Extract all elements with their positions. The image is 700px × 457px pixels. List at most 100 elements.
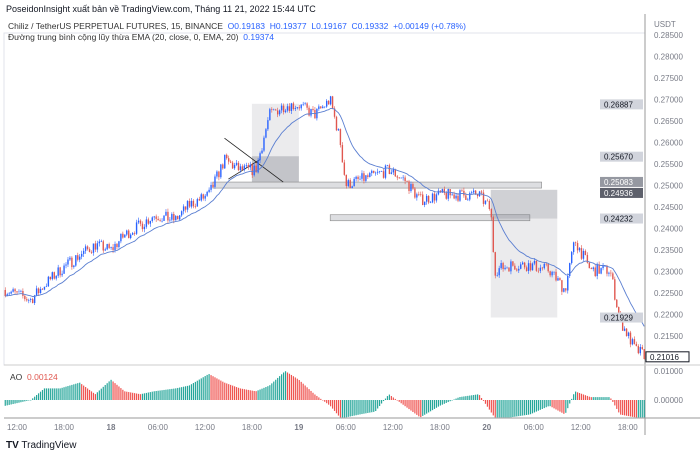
ao-bar bbox=[498, 400, 500, 418]
candle-body bbox=[31, 299, 34, 304]
price-tick: 0.25000 bbox=[654, 182, 683, 191]
ao-bar bbox=[390, 396, 392, 400]
candle-body bbox=[273, 109, 275, 111]
ao-bar bbox=[612, 400, 614, 402]
ao-bar bbox=[284, 371, 287, 400]
ao-bar bbox=[439, 400, 441, 406]
ao-bar bbox=[271, 383, 273, 400]
candle-body bbox=[574, 242, 577, 244]
candle-body bbox=[331, 96, 334, 109]
tradingview-logo[interactable]: TV TradingView bbox=[6, 440, 76, 451]
candle-body bbox=[116, 243, 118, 248]
ao-bar bbox=[431, 400, 434, 411]
ao-bar bbox=[339, 400, 342, 418]
symbol-title[interactable]: Chiliz / TetherUS PERPETUAL FUTURES, 15,… bbox=[8, 21, 223, 31]
ao-bar bbox=[576, 392, 579, 400]
ao-bar bbox=[141, 393, 144, 400]
ao-bar bbox=[633, 400, 636, 418]
ao-bar bbox=[245, 389, 247, 400]
candle-body bbox=[353, 178, 355, 187]
price-tick: 0.27000 bbox=[654, 96, 683, 105]
ao-bar bbox=[279, 376, 281, 400]
candle-body bbox=[218, 171, 220, 178]
candle-body bbox=[280, 105, 283, 111]
price-tick: 0.26500 bbox=[654, 117, 683, 126]
ao-bar bbox=[4, 400, 6, 406]
candle-body bbox=[637, 346, 640, 354]
candle-body bbox=[380, 171, 383, 172]
candle-body bbox=[447, 188, 449, 199]
zone-rect bbox=[490, 189, 558, 219]
ao-bar bbox=[134, 393, 136, 400]
ao-bar bbox=[496, 400, 498, 418]
candle-body bbox=[561, 280, 563, 292]
zone-rect bbox=[329, 214, 531, 222]
candle-body bbox=[461, 190, 463, 191]
candle-body bbox=[508, 267, 510, 272]
candle-body bbox=[10, 291, 12, 294]
ao-bar bbox=[412, 400, 414, 412]
candle-body bbox=[412, 184, 414, 189]
candle-body bbox=[639, 347, 641, 354]
candle-body bbox=[231, 162, 234, 169]
ao-bar bbox=[490, 400, 492, 413]
price-label: 0.25670 bbox=[604, 153, 633, 162]
candle-body bbox=[418, 194, 420, 195]
ao-bar bbox=[435, 400, 438, 408]
ao-bar bbox=[304, 385, 306, 400]
candle-body bbox=[351, 186, 353, 188]
candle-body bbox=[482, 192, 485, 204]
ao-bar bbox=[404, 400, 406, 407]
candle-body bbox=[67, 259, 69, 265]
ao-bar bbox=[10, 400, 12, 405]
ao-bar bbox=[139, 394, 142, 400]
candle-body bbox=[71, 257, 73, 268]
ao-bar bbox=[545, 400, 547, 408]
ema-label[interactable]: Đường trung bình cộng lũy thừa EMA (20, … bbox=[8, 32, 239, 42]
candle-body bbox=[61, 273, 63, 276]
candle-body bbox=[529, 263, 532, 271]
ao-bar bbox=[428, 400, 430, 413]
ao-bar bbox=[281, 374, 283, 400]
candle-body bbox=[349, 180, 351, 188]
ao-bar bbox=[32, 398, 34, 400]
candle-body bbox=[184, 206, 187, 210]
candle-body bbox=[425, 195, 428, 202]
ao-bar bbox=[292, 376, 294, 400]
candle-body bbox=[506, 267, 508, 269]
candle-body bbox=[545, 263, 547, 265]
ao-bar bbox=[300, 381, 302, 400]
ao-bar bbox=[625, 400, 628, 416]
ao-bar bbox=[110, 379, 112, 400]
price-tick: 0.23500 bbox=[654, 246, 683, 255]
candle-body bbox=[190, 200, 193, 207]
ao-tick: 0.01000 bbox=[654, 367, 683, 376]
candle-body bbox=[186, 201, 189, 210]
candle-body bbox=[606, 265, 608, 274]
candle-body bbox=[65, 264, 67, 266]
candle-body bbox=[441, 189, 444, 193]
ao-bar bbox=[188, 385, 191, 400]
candle-body bbox=[455, 195, 457, 199]
ao-bar bbox=[45, 388, 48, 400]
ao-bar bbox=[118, 386, 120, 400]
ao-bar bbox=[206, 374, 208, 400]
candle-body bbox=[173, 213, 175, 221]
candle-body bbox=[80, 253, 83, 257]
candle-body bbox=[623, 328, 626, 331]
candle-body bbox=[643, 349, 645, 360]
candle-body bbox=[194, 206, 197, 207]
candle-body bbox=[202, 194, 204, 199]
candle-body bbox=[222, 164, 224, 169]
ao-bar bbox=[55, 388, 57, 400]
candle-body bbox=[484, 200, 487, 204]
candle-body bbox=[165, 211, 167, 216]
price-chart[interactable]: USDT 0.28500 0.28000 0.27500 0.27000 0.26500 0… bbox=[0, 0, 700, 440]
ao-bar bbox=[477, 394, 479, 400]
candle-body bbox=[400, 177, 402, 179]
candle-body bbox=[431, 193, 434, 203]
candle-body bbox=[126, 230, 128, 235]
candle-body bbox=[625, 328, 628, 337]
candle-body bbox=[96, 243, 99, 250]
candle-body bbox=[180, 211, 183, 216]
